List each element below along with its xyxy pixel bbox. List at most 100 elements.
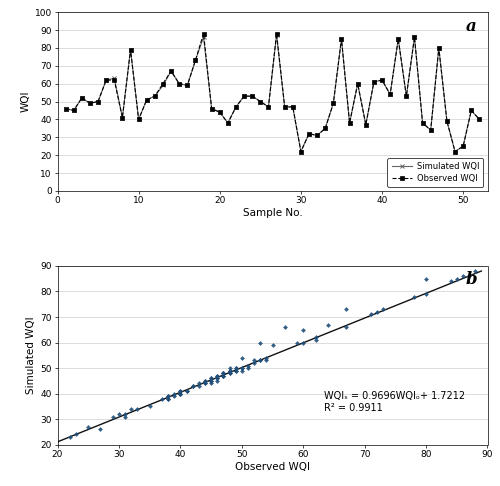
Simulated WQI <box>258 99 264 104</box>
Point <box>188 382 196 390</box>
Point <box>256 357 264 364</box>
Point <box>220 372 228 380</box>
Simulated WQI <box>290 104 296 110</box>
Point <box>232 364 239 372</box>
Observed WQI <box>95 99 101 104</box>
Point <box>268 341 276 349</box>
Point <box>195 382 203 390</box>
Observed WQI <box>266 104 272 110</box>
Point <box>213 374 221 382</box>
Point <box>207 374 215 382</box>
Point <box>422 275 430 283</box>
Point <box>201 380 209 387</box>
Point <box>220 372 228 380</box>
Point <box>262 354 270 362</box>
Point <box>256 357 264 364</box>
Legend: Simulated WQI, Observed WQI: Simulated WQI, Observed WQI <box>388 158 484 187</box>
Point <box>312 333 320 341</box>
Simulated WQI <box>62 106 68 112</box>
Point <box>121 410 129 418</box>
Point <box>342 323 350 331</box>
Observed WQI <box>298 149 304 155</box>
Point <box>226 369 234 377</box>
Point <box>342 306 350 313</box>
Point <box>84 423 92 431</box>
Y-axis label: Simulated WQI: Simulated WQI <box>26 316 36 394</box>
Text: WQIₛ = 0.9696WQIₒ+ 1.7212
R² = 0.9911: WQIₛ = 0.9696WQIₒ+ 1.7212 R² = 0.9911 <box>324 391 465 413</box>
Point <box>115 410 123 418</box>
Point <box>170 390 178 398</box>
Point <box>422 290 430 298</box>
Point <box>232 367 239 375</box>
Point <box>226 364 234 372</box>
Point <box>201 380 209 387</box>
Point <box>367 311 375 318</box>
Point <box>232 364 239 372</box>
Point <box>164 395 172 402</box>
Simulated WQI <box>274 33 280 38</box>
Point <box>207 377 215 385</box>
Point <box>465 272 473 280</box>
Point <box>207 374 215 382</box>
Point <box>220 372 228 380</box>
Point <box>232 367 239 375</box>
Point <box>220 369 228 377</box>
Simulated WQI <box>346 120 352 126</box>
Point <box>238 367 246 375</box>
Point <box>176 390 184 398</box>
Observed WQI <box>346 120 352 126</box>
X-axis label: Observed WQI: Observed WQI <box>235 462 310 472</box>
Point <box>188 382 196 390</box>
Text: a: a <box>466 17 477 35</box>
Point <box>226 367 234 375</box>
Point <box>195 380 203 387</box>
Point <box>299 339 307 347</box>
Point <box>213 372 221 380</box>
Point <box>164 392 172 400</box>
Simulated WQI <box>330 101 336 106</box>
Point <box>201 377 209 385</box>
X-axis label: Sample No.: Sample No. <box>242 208 302 218</box>
Point <box>471 267 479 275</box>
Point <box>176 387 184 395</box>
Observed WQI <box>217 109 223 115</box>
Point <box>238 364 246 372</box>
Point <box>207 377 215 385</box>
Y-axis label: WQI: WQI <box>20 91 30 112</box>
Point <box>182 387 190 395</box>
Point <box>164 392 172 400</box>
Point <box>176 390 184 398</box>
Observed WQI <box>476 117 482 122</box>
Point <box>256 339 264 347</box>
Point <box>281 323 289 331</box>
Observed WQI <box>330 101 336 106</box>
Point <box>66 433 74 441</box>
Line: Observed WQI: Observed WQI <box>64 32 481 153</box>
Observed WQI <box>290 104 296 110</box>
Point <box>410 293 418 300</box>
Line: Simulated WQI: Simulated WQI <box>64 34 482 154</box>
Point <box>312 336 320 344</box>
Point <box>238 364 246 372</box>
Point <box>164 395 172 402</box>
Simulated WQI <box>298 149 304 155</box>
Point <box>213 372 221 380</box>
Point <box>220 369 228 377</box>
Simulated WQI <box>95 99 101 104</box>
Point <box>96 425 104 433</box>
Point <box>72 431 80 438</box>
Point <box>134 405 141 413</box>
Point <box>207 380 215 387</box>
Point <box>176 387 184 395</box>
Point <box>250 359 258 367</box>
Text: b: b <box>465 271 477 288</box>
Point <box>121 413 129 420</box>
Point <box>373 308 381 316</box>
Point <box>238 354 246 362</box>
Point <box>170 392 178 400</box>
Observed WQI <box>200 31 206 36</box>
Point <box>176 390 184 398</box>
Simulated WQI <box>208 106 214 112</box>
Point <box>293 339 301 347</box>
Point <box>213 377 221 385</box>
